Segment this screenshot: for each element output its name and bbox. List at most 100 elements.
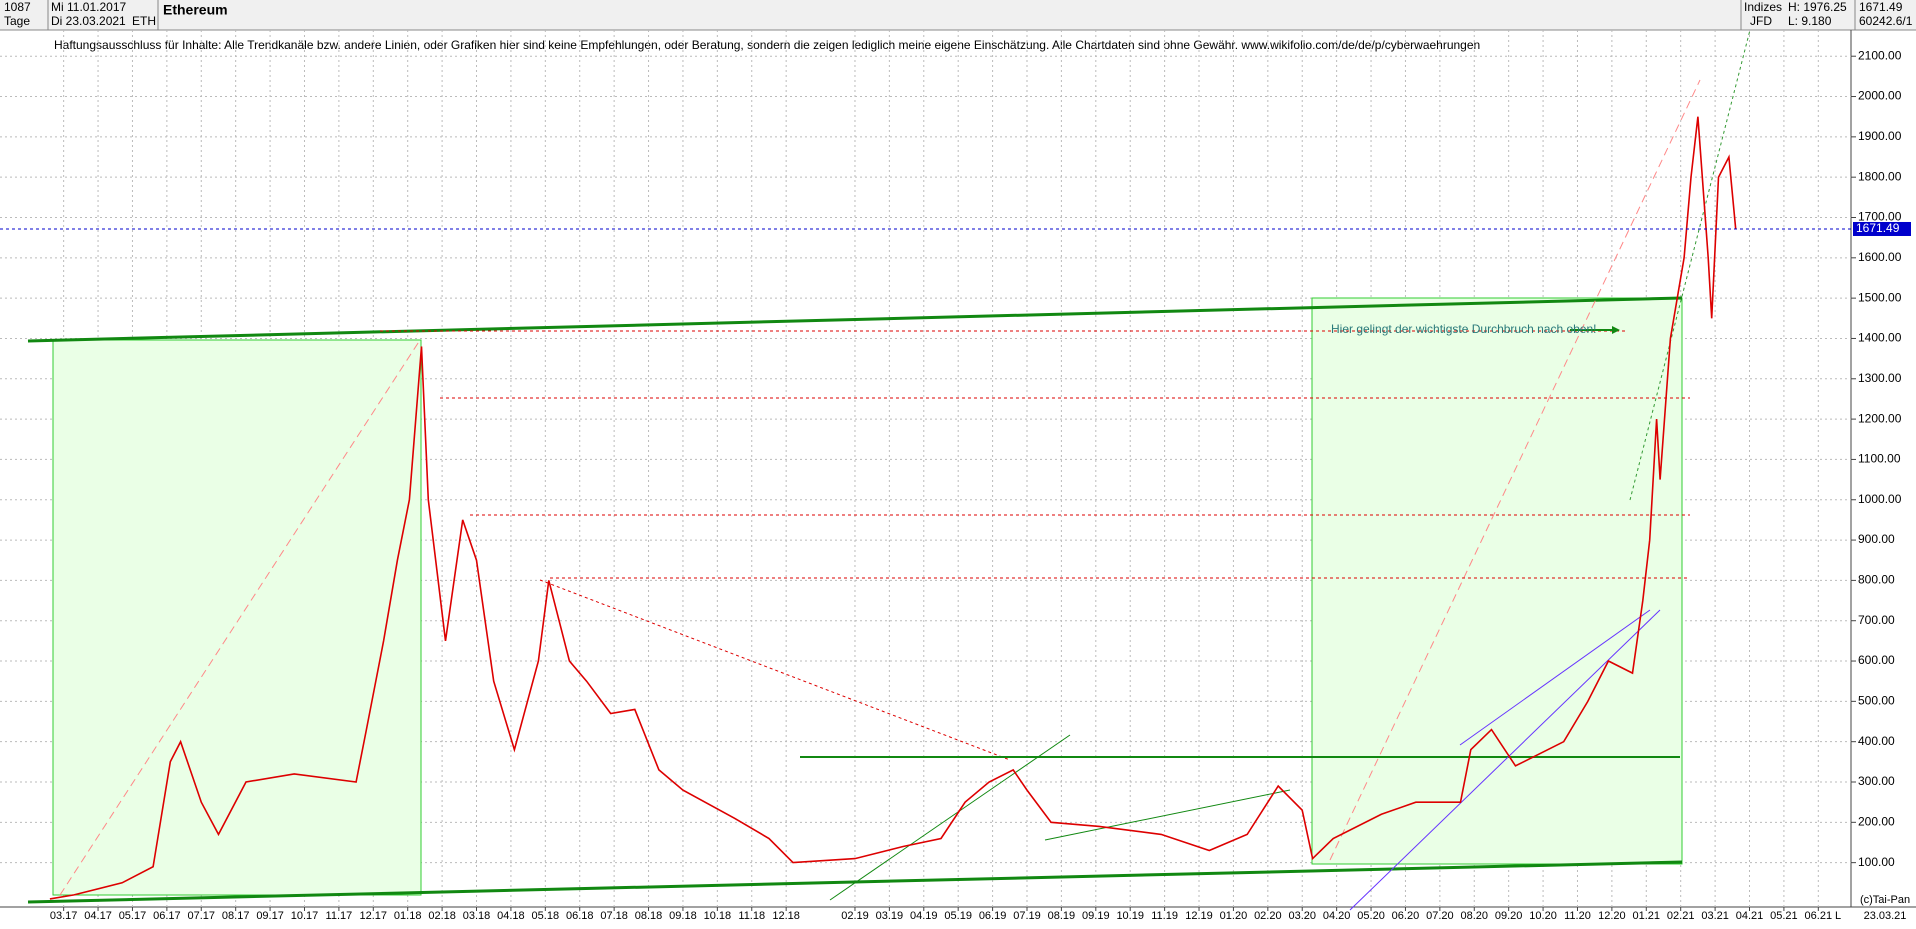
x-tick-label: 11.17 [326, 910, 353, 922]
x-tick-label: 03.19 [876, 910, 904, 922]
y-tick-label: 500.00 [1858, 694, 1895, 708]
x-tick-label: 10.17 [291, 910, 319, 922]
trend-line [27, 296, 1683, 343]
y-tick-label: 1800.00 [1858, 169, 1902, 183]
x-tick-label: 08.17 [222, 910, 250, 922]
scale-mode[interactable]: L [1835, 910, 1841, 922]
x-tick-label: 05.21 [1770, 910, 1798, 922]
x-tick-label: 12.20 [1598, 910, 1626, 922]
instrument-name: Ethereum [163, 2, 228, 18]
y-tick-label: 1200.00 [1858, 411, 1902, 425]
trend-line [1329, 79, 1701, 861]
x-tick-label: 09.20 [1495, 910, 1523, 922]
current-price-tag [1853, 221, 1911, 236]
trend-line [27, 860, 1683, 904]
arrowhead [1612, 326, 1620, 334]
x-tick-label: 10.18 [704, 910, 732, 922]
x-tick-label: 09.18 [669, 910, 697, 922]
y-tick-label: 700.00 [1858, 613, 1895, 627]
x-tick-label: 07.18 [600, 910, 628, 922]
x-tick-label: 01.20 [1220, 910, 1248, 922]
trend-line [1349, 609, 1661, 911]
y-tick-label: 1900.00 [1858, 129, 1902, 143]
x-tick-label: 08.18 [635, 910, 663, 922]
x-tick-label: 11.19 [1151, 910, 1178, 922]
period[interactable]: Tage [4, 14, 30, 28]
x-tick-label: 04.20 [1323, 910, 1351, 922]
x-tick-label: 10.19 [1116, 910, 1144, 922]
market: Indizes [1744, 0, 1782, 14]
x-tick-label: 07.20 [1426, 910, 1454, 922]
x-tick-label: 07.17 [188, 910, 216, 922]
x-tick-label: 06.18 [566, 910, 594, 922]
y-tick-label: 300.00 [1858, 774, 1895, 788]
x-tick-label: 03.20 [1288, 910, 1316, 922]
footer-date: 23.03.21 [1864, 910, 1907, 922]
x-tick-label: 02.21 [1667, 910, 1695, 922]
x-tick-label: 12.17 [360, 910, 388, 922]
trend-line [1459, 609, 1651, 746]
symbol: ETH [132, 14, 156, 28]
y-tick-label: 2000.00 [1858, 89, 1902, 103]
y-tick-label: 900.00 [1858, 532, 1895, 546]
x-tick-label: 08.19 [1048, 910, 1076, 922]
trend-line [59, 339, 421, 896]
trend-drawings [27, 29, 1751, 911]
y-tick-label: 1500.00 [1858, 290, 1902, 304]
y-tick-label: 800.00 [1858, 573, 1895, 587]
trend-line [1629, 29, 1751, 501]
count[interactable]: 1087 [4, 0, 31, 14]
trend-line [829, 734, 1071, 901]
x-tick-label: 09.17 [256, 910, 284, 922]
x-tick-label: 02.20 [1254, 910, 1282, 922]
header-bar [0, 0, 1916, 30]
channel-box [1311, 297, 1683, 865]
y-tick-label: 1100.00 [1858, 452, 1901, 466]
x-tick-label: 12.18 [772, 910, 800, 922]
x-tick-label: 11.20 [1564, 910, 1591, 922]
y-tick-label: 1300.00 [1858, 371, 1902, 385]
x-tick-label: 04.18 [497, 910, 525, 922]
broker: JFD [1750, 14, 1772, 28]
x-tick-label: 06.21 [1805, 910, 1833, 922]
end-date: Di 23.03.2021 [51, 14, 126, 28]
x-tick-label: 03.17 [50, 910, 78, 922]
x-tick-label: 12.19 [1185, 910, 1213, 922]
x-tick-label: 07.19 [1013, 910, 1041, 922]
y-tick-label: 2100.00 [1858, 48, 1902, 62]
x-tick-label: 05.18 [532, 910, 560, 922]
y-tick-label: 1400.00 [1858, 331, 1902, 345]
y-tick-label: 1600.00 [1858, 250, 1902, 264]
high: H: 1976.25 [1788, 0, 1847, 14]
footer: (c)Tai-Pan [1860, 894, 1910, 906]
annotation: Hier gelingt der wichtigste Durchbruch n… [1331, 322, 1596, 336]
y-tick-label: 100.00 [1858, 855, 1895, 869]
x-tick-label: 04.17 [84, 910, 112, 922]
x-tick-label: 10.20 [1529, 910, 1557, 922]
price-line [49, 116, 1737, 900]
last: 1671.49 [1859, 0, 1903, 14]
x-tick-label: 02.19 [841, 910, 869, 922]
x-tick-label: 02.18 [428, 910, 456, 922]
y-tick-label: 1000.00 [1858, 492, 1902, 506]
y-tick-label: 200.00 [1858, 814, 1895, 828]
start-date: Mi 11.01.2017 [51, 0, 126, 14]
x-tick-label: 01.18 [394, 910, 422, 922]
x-tick-label: 06.19 [979, 910, 1007, 922]
x-tick-label: 06.17 [153, 910, 181, 922]
x-tick-label: 08.20 [1460, 910, 1488, 922]
volume: 60242.6/1 [1859, 14, 1913, 28]
x-tick-label: 06.20 [1392, 910, 1420, 922]
x-tick-label: 03.18 [463, 910, 491, 922]
x-tick-label: 05.17 [119, 910, 147, 922]
x-tick-label: 05.19 [944, 910, 972, 922]
x-tick-label: 01.21 [1633, 910, 1661, 922]
low: L: 9.180 [1788, 14, 1832, 28]
y-tick-label: 1700.00 [1858, 210, 1902, 224]
y-tick-label: 600.00 [1858, 653, 1895, 667]
disclaimer: Haftungsausschluss für Inhalte: Alle Tre… [54, 38, 1480, 52]
x-tick-label: 03.21 [1701, 910, 1729, 922]
trend-line [1044, 789, 1291, 841]
y-tick-label: 400.00 [1858, 734, 1895, 748]
